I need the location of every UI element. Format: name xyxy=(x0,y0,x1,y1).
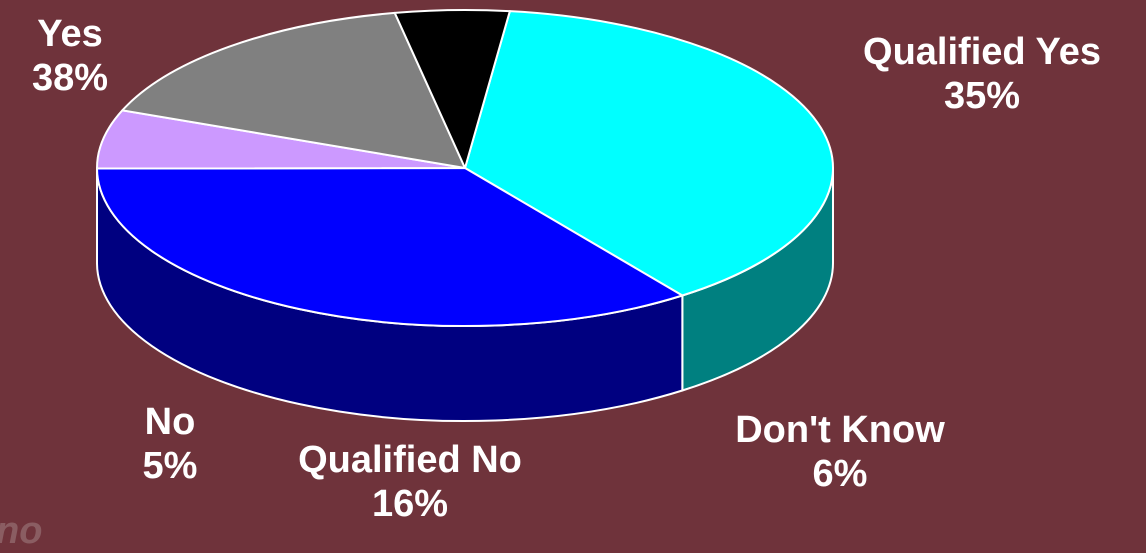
slice-label-no-percent: 5% xyxy=(110,444,230,488)
slice-label-qualified-no: Qualified No 16% xyxy=(250,438,570,526)
slice-label-qualified-no-name: Qualified No xyxy=(250,438,570,482)
slice-label-qualified-yes-name: Qualified Yes xyxy=(822,30,1142,74)
slice-label-dont-know: Don't Know 6% xyxy=(690,408,990,496)
slice-label-qualified-no-percent: 16% xyxy=(250,482,570,526)
slice-label-no-name: No xyxy=(110,400,230,444)
corner-text: no xyxy=(0,510,42,553)
slice-label-yes-name: Yes xyxy=(10,12,130,56)
slice-label-yes: Yes 38% xyxy=(10,12,130,100)
slice-label-dont-know-percent: 6% xyxy=(690,452,990,496)
slice-label-no: No 5% xyxy=(110,400,230,488)
slice-label-qualified-yes: Qualified Yes 35% xyxy=(822,30,1142,118)
slice-label-dont-know-name: Don't Know xyxy=(690,408,990,452)
slice-label-yes-percent: 38% xyxy=(10,56,130,100)
slice-label-qualified-yes-percent: 35% xyxy=(822,74,1142,118)
